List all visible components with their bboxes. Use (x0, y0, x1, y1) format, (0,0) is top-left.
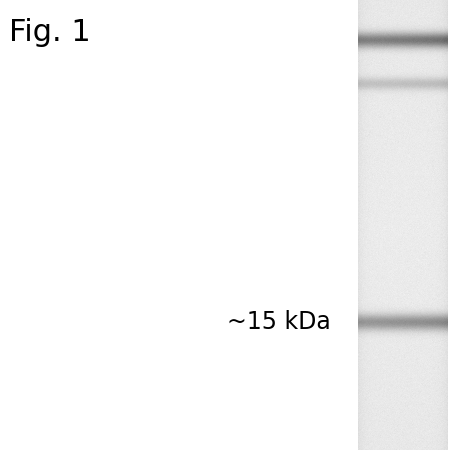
Text: ~15 kDa: ~15 kDa (227, 310, 331, 334)
Text: Fig. 1: Fig. 1 (9, 18, 91, 47)
